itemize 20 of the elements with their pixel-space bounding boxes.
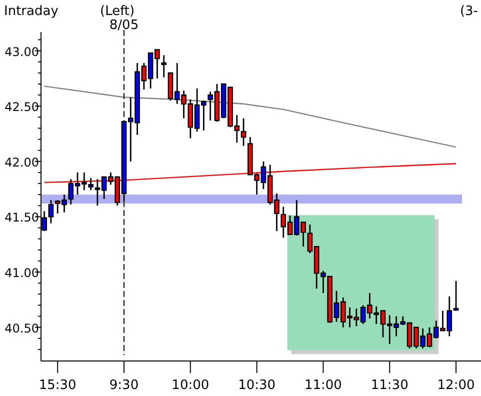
y-tick-label: 42.00: [4, 155, 39, 170]
x-tick-label: 10:30: [238, 378, 276, 393]
candlestick: [161, 54, 167, 78]
y-tick-label: 43.00: [4, 44, 39, 59]
chart-title: Intraday: [4, 4, 59, 19]
x-tick-label: 12:00: [437, 378, 475, 393]
y-tick-label: 41.00: [4, 266, 39, 280]
ref-line-label: 8/05: [109, 18, 139, 33]
text: (Left): [100, 4, 135, 19]
y-tick-label: 41.50: [4, 210, 39, 225]
y-tick-label: 42.50: [4, 100, 39, 114]
y-tick-label: 40.50: [4, 321, 39, 336]
candlestick: [240, 118, 246, 147]
x-tick-label: 10:00: [172, 378, 210, 393]
x-tick-label: 15:30: [38, 378, 76, 393]
line-series: [44, 86, 457, 148]
text: (3-: [460, 4, 478, 19]
x-tick-label: 11:30: [370, 378, 408, 393]
x-tick-label: 9:30: [109, 378, 139, 393]
x-tick-label: 11:00: [304, 378, 342, 393]
